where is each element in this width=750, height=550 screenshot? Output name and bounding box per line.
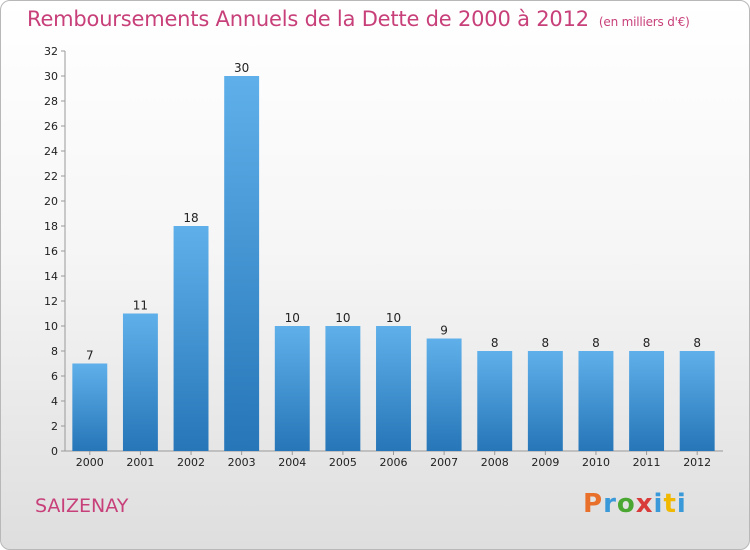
y-tick-label: 26: [44, 120, 58, 133]
y-tick-label: 20: [44, 195, 58, 208]
bar-2005: [325, 326, 361, 451]
bar-2011: [629, 351, 665, 451]
commune-name: SAIZENAY: [35, 495, 129, 517]
y-tick-label: 32: [44, 45, 58, 58]
chart-title-text: Remboursements Annuels de la Dette de 20…: [27, 7, 589, 31]
logo-letter: x: [635, 489, 654, 519]
x-tick-label: 2004: [278, 456, 306, 469]
x-tick-label: 2000: [76, 456, 104, 469]
chart-subtitle: (en milliers d'€): [598, 15, 690, 29]
logo-letter: r: [603, 489, 617, 519]
logo-letter: i: [676, 489, 687, 519]
y-tick-label: 22: [44, 170, 58, 183]
chart-title: Remboursements Annuels de la Dette de 20…: [27, 7, 690, 31]
logo-letter: P: [583, 489, 604, 519]
y-tick-label: 14: [44, 270, 58, 283]
x-tick-label: 2011: [633, 456, 661, 469]
x-axis: 2000 2001 2002 2003 2004 2005 2006 2007 2008 2009…: [65, 450, 723, 469]
data-label-2001: 11: [133, 299, 148, 313]
y-tick-label: 30: [44, 70, 58, 83]
data-label-2009: 8: [542, 336, 550, 350]
bar-2004: [274, 326, 310, 451]
data-label-2012: 8: [693, 336, 701, 350]
data-label-2003: 30: [234, 61, 249, 75]
x-tick-label: 2006: [380, 456, 408, 469]
x-tick-label: 2012: [683, 456, 711, 469]
proxiti-logo: Proxiti: [583, 489, 687, 519]
y-tick-label: 6: [51, 370, 58, 383]
data-label-2006: 10: [386, 311, 401, 325]
y-tick-label: 24: [44, 145, 58, 158]
bars: [72, 76, 715, 451]
bar-2006: [376, 326, 411, 451]
y-tick-label: 12: [44, 295, 58, 308]
x-tick-label: 2007: [430, 456, 458, 469]
x-tick-label: 2002: [177, 456, 205, 469]
logo-letter: o: [616, 489, 636, 519]
y-tick-label: 0: [51, 445, 58, 458]
bar-2012: [679, 351, 715, 451]
x-tick-label: 2008: [481, 456, 509, 469]
logo-letter: t: [663, 489, 677, 519]
y-tick-label: 28: [44, 95, 58, 108]
x-tick-label: 2009: [531, 456, 559, 469]
y-tick-label: 4: [51, 395, 58, 408]
bar-2007: [426, 338, 462, 451]
data-label-2004: 10: [285, 311, 300, 325]
data-label-2000: 7: [86, 349, 94, 363]
x-tick-label: 2003: [228, 456, 256, 469]
x-tick-label: 2005: [329, 456, 357, 469]
bar-2010: [578, 351, 614, 451]
y-tick-label: 8: [51, 345, 58, 358]
bar-2002: [173, 226, 209, 451]
y-tick-label: 18: [44, 220, 58, 233]
x-tick-label: 2001: [126, 456, 154, 469]
data-label-2007: 9: [440, 324, 448, 338]
bar-2001: [122, 313, 158, 451]
logo-letter: i: [653, 489, 664, 519]
data-labels: 7 11 18 30 10 10 10 9 8 8 8 8 8: [86, 61, 701, 363]
y-tick-label: 10: [44, 320, 58, 333]
x-tick-label: 2010: [582, 456, 610, 469]
bar-2000: [72, 363, 108, 451]
data-label-2008: 8: [491, 336, 499, 350]
data-label-2010: 8: [592, 336, 600, 350]
bar-2009: [527, 351, 563, 451]
bar-2008: [477, 351, 513, 451]
data-label-2011: 8: [643, 336, 651, 350]
data-label-2005: 10: [335, 311, 350, 325]
data-label-2002: 18: [183, 211, 198, 225]
y-tick-label: 16: [44, 245, 58, 258]
bar-2003: [224, 76, 260, 451]
y-tick-label: 2: [51, 420, 58, 433]
